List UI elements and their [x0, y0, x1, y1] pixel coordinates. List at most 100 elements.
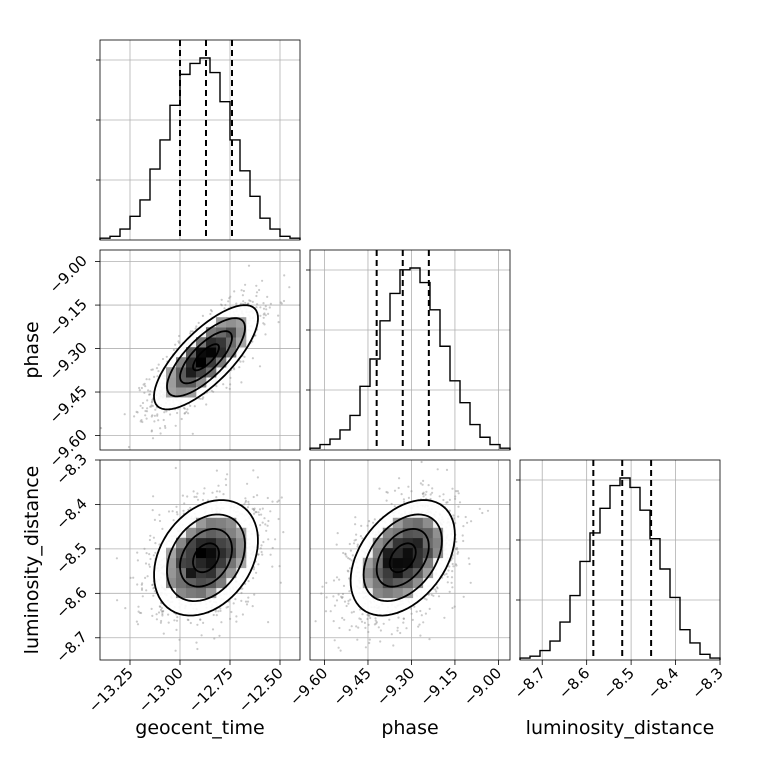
sample-point [393, 505, 396, 508]
sample-point [448, 565, 451, 568]
sample-point [244, 600, 248, 603]
sample-point [158, 605, 161, 608]
sample-point [194, 327, 197, 330]
histogram-geocent_time [99, 57, 301, 240]
sample-point [466, 521, 469, 524]
sample-point [451, 557, 454, 560]
sample-point [259, 524, 262, 527]
sample-point [167, 621, 170, 624]
sample-point [333, 604, 337, 607]
density-bin [226, 557, 237, 569]
sample-point [158, 513, 161, 517]
density-bin [216, 357, 227, 368]
contour-line [153, 304, 259, 411]
sample-point [189, 404, 192, 407]
sample-point [338, 626, 341, 630]
sample-point [235, 615, 238, 618]
density-bin [196, 377, 207, 388]
sample-point [481, 511, 484, 515]
sample-point [252, 469, 255, 472]
sample-point [268, 306, 271, 309]
sample-point [196, 498, 200, 501]
sample-point [347, 557, 350, 560]
sample-point [243, 355, 246, 358]
density-bin [206, 347, 217, 358]
sample-point [431, 487, 434, 490]
sample-point [262, 540, 265, 544]
sample-point [136, 551, 139, 554]
sample-point [201, 498, 205, 502]
density-bin [176, 357, 187, 368]
sample-point [456, 548, 459, 551]
sample-point [175, 510, 178, 514]
sample-point [156, 375, 159, 378]
density-bin [196, 537, 207, 549]
sample-point [220, 298, 223, 301]
sample-point [419, 482, 422, 485]
sample-point [189, 332, 192, 335]
sample-point [343, 600, 347, 603]
sample-point [464, 515, 467, 519]
sample-point [244, 283, 247, 286]
sample-point [215, 469, 218, 472]
density-bin [412, 547, 424, 559]
sample-point [435, 590, 438, 593]
sample-point [469, 581, 472, 584]
sample-point [139, 420, 142, 423]
sample-point [145, 552, 148, 555]
density-bin [362, 577, 374, 589]
sample-point [393, 489, 397, 492]
sample-point [215, 385, 218, 388]
sample-point [356, 638, 359, 641]
sample-point [399, 631, 402, 635]
sample-point [155, 367, 159, 370]
sample-point [148, 553, 151, 556]
sample-point [431, 491, 434, 494]
sample-point [195, 325, 198, 328]
sample-point [255, 291, 259, 294]
sample-point [348, 557, 351, 561]
sample-point [240, 289, 243, 292]
sample-point [151, 414, 154, 417]
sample-point [148, 378, 151, 381]
density-bin [196, 357, 207, 368]
sample-point [355, 533, 358, 536]
sample-point [457, 505, 460, 508]
sample-point [183, 502, 186, 505]
density-bin [402, 577, 414, 589]
sample-point [220, 304, 223, 307]
sample-point [264, 305, 267, 308]
sample-point [143, 391, 146, 394]
sample-point [410, 490, 413, 493]
sample-point [437, 595, 441, 598]
sample-point [193, 405, 196, 408]
sample-point [152, 536, 155, 539]
density-bin [176, 547, 187, 559]
density-bin [166, 557, 177, 569]
sample-point [225, 483, 228, 487]
sample-point [421, 492, 424, 495]
sample-point [149, 405, 152, 408]
sample-point [247, 580, 250, 583]
sample-point [446, 501, 449, 504]
sample-point [451, 586, 454, 589]
sample-point [181, 494, 184, 497]
sample-point [402, 617, 405, 620]
sample-point [420, 460, 423, 464]
sample-point [432, 594, 435, 597]
contour-line [192, 542, 220, 574]
sample-point [256, 494, 259, 497]
sample-point [140, 611, 143, 615]
sample-point [258, 288, 261, 292]
density-bin [226, 527, 237, 539]
sample-point [367, 623, 370, 626]
sample-point [254, 510, 257, 514]
density-bin [216, 537, 227, 549]
sample-point [405, 627, 408, 630]
sample-point [159, 427, 162, 430]
density-bin [392, 557, 404, 569]
sample-point [148, 565, 151, 568]
sample-point [148, 393, 152, 396]
sample-point [229, 383, 232, 386]
sample-point [135, 410, 138, 413]
